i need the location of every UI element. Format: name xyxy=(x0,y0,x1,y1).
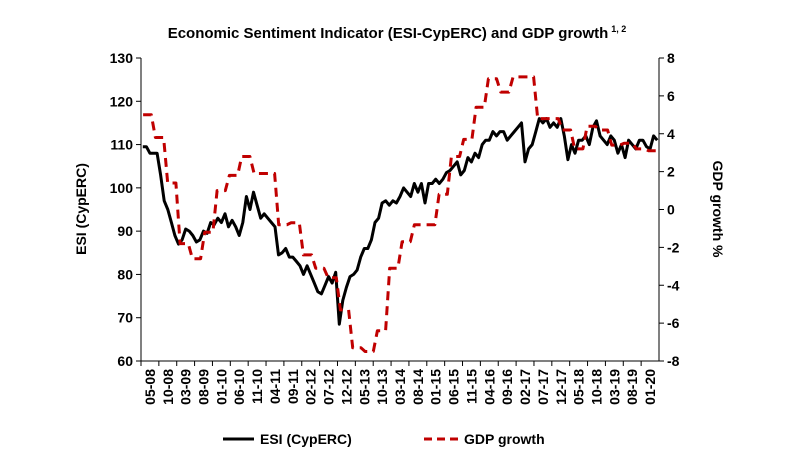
x-tick-label: 04-11 xyxy=(267,369,283,404)
x-tick-label: 03-14 xyxy=(392,369,408,405)
y-left-tick-label: 70 xyxy=(117,310,133,326)
x-tick-label: 02-12 xyxy=(303,369,319,405)
x-tick-label: 05-13 xyxy=(356,369,372,405)
x-tick-label: 09-11 xyxy=(285,369,301,404)
y-right-tick-label: 6 xyxy=(667,88,675,104)
y-right-tick-label: -4 xyxy=(667,277,680,293)
y-right-tick-label: -8 xyxy=(667,353,680,369)
y-right-tick-label: 0 xyxy=(667,202,675,218)
y-left-tick-label: 80 xyxy=(117,266,133,282)
y-left-tick-label: 60 xyxy=(117,353,133,369)
y-left-tick-label: 120 xyxy=(110,93,134,109)
x-tick-label: 01-20 xyxy=(642,369,658,405)
x-tick-label: 07-17 xyxy=(535,369,551,405)
x-tick-label: 03-19 xyxy=(606,369,622,405)
x-tick-label: 10-18 xyxy=(588,369,604,405)
x-tick-label: 08-19 xyxy=(624,369,640,405)
x-tick-label: 02-17 xyxy=(517,369,533,405)
x-tick-label: 09-16 xyxy=(499,369,515,405)
x-tick-label: 12-17 xyxy=(553,369,569,405)
x-tick-label: 08-09 xyxy=(196,369,212,405)
x-tick-label: 05-08 xyxy=(142,369,158,405)
x-tick-label: 06-15 xyxy=(446,369,462,405)
series-line-gdp-growth xyxy=(143,75,657,353)
y-right-tick-label: -2 xyxy=(667,239,680,255)
chart-title-main: Economic Sentiment Indicator (ESI-CypERC… xyxy=(168,25,609,42)
x-tick-label: 06-10 xyxy=(231,369,247,405)
x-tick-label: 08-14 xyxy=(410,369,426,405)
y-left-tick-label: 100 xyxy=(110,180,134,196)
y-right-tick-label: 8 xyxy=(667,50,675,66)
chart-title: Economic Sentiment Indicator (ESI-CypERC… xyxy=(168,24,627,42)
x-tick-label: 12-12 xyxy=(338,369,354,405)
y-left-tick-label: 110 xyxy=(110,137,133,153)
x-tick-label: 07-12 xyxy=(321,369,337,405)
legend: ESI (CypERC) GDP growth xyxy=(223,431,545,447)
x-tick-label: 03-09 xyxy=(178,369,194,405)
series-layer xyxy=(142,75,659,353)
y-axis-right-label: GDP growth % xyxy=(710,161,726,259)
x-tick-label: 01-15 xyxy=(428,369,444,405)
y-right-tick-label: -6 xyxy=(667,315,680,331)
legend-label-gdp: GDP growth xyxy=(464,431,545,447)
y-axis-left-label: ESI (CypERC) xyxy=(73,163,89,255)
x-tick-label: 10-13 xyxy=(374,369,390,405)
y-left-tick-label: 90 xyxy=(117,223,133,239)
y-right-tick-label: 4 xyxy=(667,126,675,142)
x-tick-label: 05-18 xyxy=(571,369,587,405)
y-right-tick-label: 2 xyxy=(667,164,675,180)
chart-title-superscript: 1, 2 xyxy=(611,24,626,34)
x-tick-label: 10-08 xyxy=(160,369,176,405)
x-tick-label: 11-15 xyxy=(463,369,479,404)
series-line-esi xyxy=(142,117,659,326)
x-tick-label: 11-10 xyxy=(249,369,265,404)
x-tick-label: 04-16 xyxy=(481,369,497,405)
legend-label-esi: ESI (CypERC) xyxy=(260,431,352,447)
x-tick-label: 01-10 xyxy=(213,369,229,405)
y-left-tick-label: 130 xyxy=(110,50,134,66)
